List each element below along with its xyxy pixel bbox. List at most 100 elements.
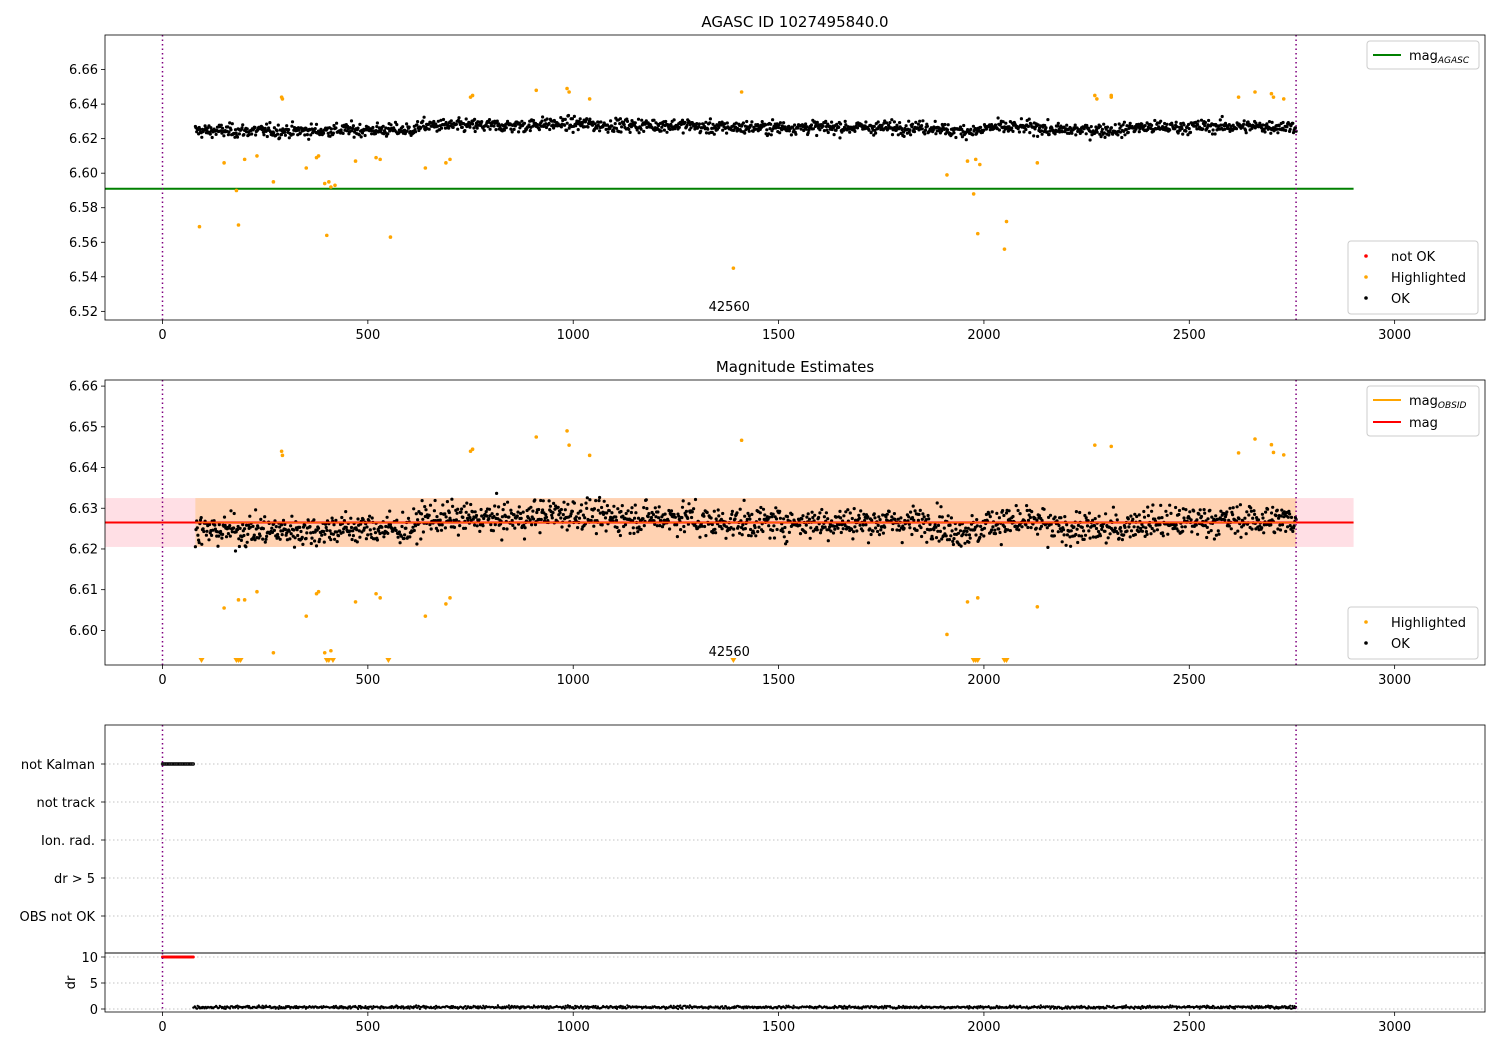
ok-point — [1140, 122, 1144, 126]
ok-point — [1039, 129, 1044, 133]
ok-point — [910, 122, 915, 126]
ok-point — [877, 515, 881, 519]
ok-point — [451, 125, 455, 129]
ok-point — [368, 514, 372, 518]
ok-point — [439, 126, 444, 130]
ok-point — [283, 133, 287, 137]
ok-point — [734, 121, 738, 125]
ok-point — [300, 535, 304, 539]
ok-point — [975, 131, 979, 135]
ok-point — [1181, 507, 1185, 511]
ok-point — [733, 517, 737, 521]
ok-point — [217, 534, 221, 538]
ok-point — [1291, 529, 1295, 534]
ok-point — [898, 121, 902, 125]
ok-point — [1056, 121, 1060, 125]
highlighted-point — [324, 233, 329, 238]
ok-point — [679, 122, 683, 127]
ok-point — [1027, 117, 1031, 121]
ok-point — [673, 515, 678, 519]
highlighted-point — [973, 157, 978, 162]
ok-point — [1115, 518, 1119, 522]
ok-point — [859, 509, 863, 513]
ok-point — [1068, 535, 1072, 539]
ok-point — [1188, 130, 1193, 134]
ok-point — [642, 524, 646, 528]
ok-point — [1098, 124, 1102, 129]
ok-point — [724, 536, 728, 540]
dr-point — [621, 1005, 625, 1008]
ok-point — [419, 537, 423, 541]
ok-point — [1196, 532, 1200, 536]
ok-point — [351, 124, 355, 128]
ok-point — [576, 128, 580, 132]
ok-point — [1123, 133, 1127, 137]
ok-point — [1082, 529, 1086, 533]
ok-point — [397, 530, 401, 534]
ok-point — [276, 535, 280, 539]
ok-point — [1169, 511, 1173, 515]
ok-point — [1233, 531, 1237, 535]
ok-point — [1001, 120, 1005, 124]
ok-point — [270, 530, 275, 535]
ok-point — [1228, 506, 1232, 510]
ok-point — [458, 122, 462, 127]
ok-point — [511, 523, 515, 528]
ok-point — [1224, 512, 1228, 517]
ok-point — [838, 509, 842, 513]
ok-point — [815, 528, 819, 532]
ok-point — [484, 510, 488, 514]
ok-point — [721, 511, 725, 516]
ok-point — [419, 512, 424, 516]
ok-point — [1084, 516, 1088, 520]
dr-point — [364, 1005, 367, 1008]
ok-point — [761, 529, 765, 534]
dr-point — [545, 1007, 548, 1010]
legend-label: Highlighted — [1391, 271, 1466, 286]
ok-point — [835, 122, 839, 126]
ok-point — [202, 529, 206, 534]
ok-point — [473, 129, 477, 134]
ok-point — [935, 501, 939, 505]
highlighted-point — [1253, 90, 1257, 94]
ok-point — [1044, 126, 1048, 130]
ok-point — [416, 120, 420, 124]
ok-point — [615, 525, 619, 530]
ok-point — [1106, 536, 1110, 540]
ok-point — [1126, 517, 1130, 521]
ok-point — [915, 528, 919, 533]
x-tick-label: 1500 — [762, 673, 795, 688]
ok-point — [958, 125, 963, 129]
ok-point — [990, 510, 994, 514]
dr-point — [408, 1007, 411, 1010]
ok-point — [1250, 527, 1254, 531]
ok-point — [1128, 535, 1132, 539]
ok-point — [963, 541, 967, 545]
ok-point — [637, 131, 641, 135]
ok-point — [920, 124, 924, 128]
ok-point — [844, 510, 848, 514]
ok-point — [600, 505, 604, 510]
ok-point — [896, 133, 900, 137]
ok-point — [1174, 523, 1178, 527]
ok-point — [901, 130, 906, 134]
ok-point — [279, 523, 284, 527]
ok-point — [480, 514, 484, 518]
ok-point — [806, 512, 810, 516]
highlighted-point — [1109, 95, 1114, 99]
ok-point — [1208, 508, 1212, 512]
ok-point — [1036, 134, 1040, 138]
ok-point — [949, 516, 954, 520]
ok-point — [1018, 511, 1022, 516]
dr-point — [792, 1004, 795, 1007]
ok-point — [1180, 126, 1184, 131]
ok-point — [704, 120, 708, 124]
ok-point — [438, 523, 442, 527]
ok-point — [884, 515, 888, 519]
ok-point — [349, 119, 354, 123]
ok-point — [520, 119, 524, 123]
ok-point — [1088, 536, 1092, 540]
y-tick-label: 6.63 — [69, 502, 98, 517]
ok-point — [375, 125, 379, 129]
dr-point — [507, 1006, 510, 1009]
